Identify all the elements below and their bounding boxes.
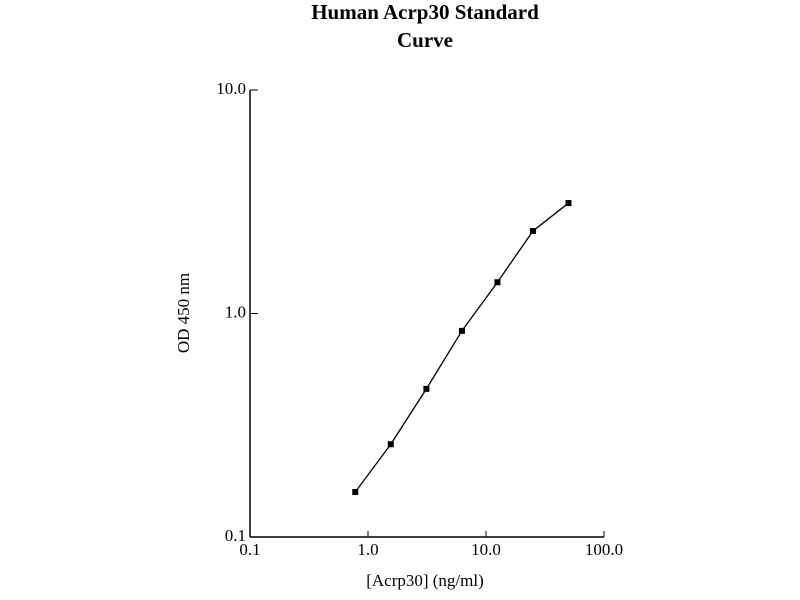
y-tick-label: 10.0 — [216, 79, 246, 98]
line — [354, 202, 569, 493]
marker — [565, 200, 572, 207]
y-tick-label: 1.0 — [225, 302, 246, 321]
marker — [423, 385, 430, 392]
marker — [529, 227, 536, 234]
x-tick-label: 1.0 — [357, 540, 378, 559]
x-tick-label: 100.0 — [585, 540, 623, 559]
marker — [494, 279, 501, 286]
chart-title: Human Acrp30 Standard — [311, 0, 539, 24]
marker — [352, 488, 359, 495]
marker — [387, 441, 394, 448]
x-axis-label: [Acrp30] (ng/ml) — [366, 571, 484, 590]
y-tick-label: 0.1 — [225, 526, 246, 545]
chart-title: Curve — [397, 28, 453, 52]
x-tick-label: 10.0 — [471, 540, 501, 559]
x-tick-label: 0.1 — [239, 540, 260, 559]
y-axis-label: OD 450 nm — [174, 273, 193, 353]
marker — [458, 327, 465, 334]
